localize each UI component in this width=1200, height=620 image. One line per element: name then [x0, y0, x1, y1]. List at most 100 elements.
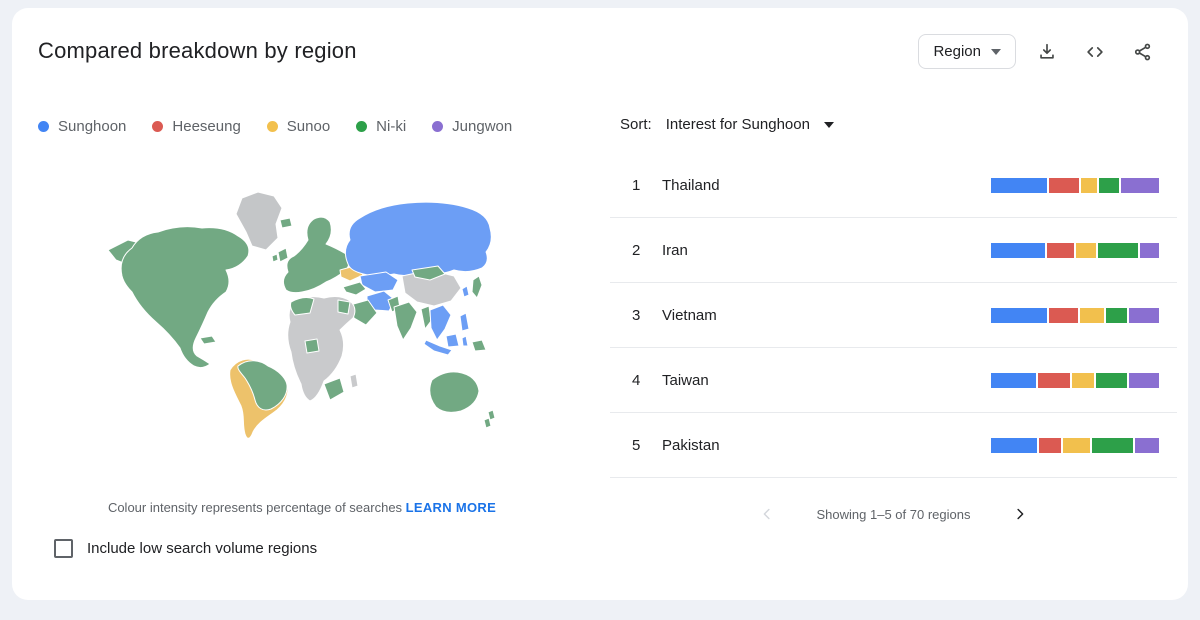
legend-dot	[266, 121, 278, 132]
bar-segment-heeseung	[1038, 437, 1062, 453]
map-region-northwest-africa	[290, 297, 315, 316]
bar-segment-sunoo	[1071, 372, 1095, 388]
legend-item-niki: Ni-ki	[356, 118, 406, 135]
learn-more-link[interactable]: LEARN MORE	[405, 500, 497, 515]
map-region-indonesia-sumatra-java	[423, 339, 453, 356]
region-list: 1 Thailand 2 Iran 3 Vietnam	[610, 153, 1177, 478]
breakdown-bar	[991, 372, 1160, 388]
map-region-ireland	[271, 253, 279, 263]
legend-label: Sunoo	[286, 118, 331, 135]
region-dropdown-label: Region	[933, 43, 981, 60]
region-name: Iran	[662, 241, 688, 259]
legend-label: Heeseung	[172, 118, 241, 135]
header-controls: Region	[918, 34, 1160, 69]
sort-dropdown[interactable]: Interest for Sunghoon	[666, 116, 834, 133]
map-region-sulawesi	[461, 335, 469, 347]
map-region-greenland	[235, 191, 283, 251]
legend-label: Sunghoon	[58, 118, 127, 135]
table-row[interactable]: 5 Pakistan	[610, 413, 1177, 478]
map-region-south-africa	[323, 377, 345, 401]
include-low-volume-row[interactable]: Include low search volume regions	[54, 539, 317, 558]
include-low-volume-checkbox[interactable]	[54, 539, 73, 558]
map-region-russia	[344, 201, 492, 277]
region-rank: 4	[632, 371, 641, 389]
bar-segment-sunoo	[1063, 437, 1091, 453]
map-region-new-zealand-south	[483, 417, 492, 429]
table-row[interactable]: 1 Thailand	[610, 153, 1177, 218]
map-region-turkey	[342, 281, 367, 296]
bar-segment-jungwon	[1128, 372, 1160, 388]
bar-segment-niki	[1105, 307, 1127, 323]
map-region-japan	[471, 275, 483, 299]
map-region-north-america	[120, 226, 250, 369]
bar-segment-heeseung	[1046, 242, 1074, 258]
map-footnote-text: Colour intensity represents percentage o…	[107, 500, 406, 515]
pagination: Showing 1–5 of 70 regions	[610, 502, 1177, 526]
table-row[interactable]: 4 Taiwan	[610, 348, 1177, 413]
bar-segment-jungwon	[1135, 437, 1159, 453]
legend-item-sunghoon: Sunghoon	[38, 118, 126, 135]
region-name: Thailand	[662, 176, 720, 194]
map-region-myanmar	[420, 305, 432, 330]
bar-segment-niki	[1096, 372, 1127, 388]
bar-segment-heeseung	[1037, 372, 1070, 388]
breakdown-bar	[991, 242, 1160, 258]
bar-segment-jungwon	[1128, 307, 1159, 323]
map-region-madagascar	[349, 373, 359, 389]
legend-item-heeseung: Heeseung	[152, 118, 241, 135]
map-region-southeast-asia	[429, 304, 452, 341]
previous-page-icon[interactable]	[755, 502, 779, 526]
bar-segment-sunghoon	[991, 437, 1037, 453]
bar-segment-sunoo	[1075, 242, 1097, 258]
breakdown-bar	[991, 437, 1159, 453]
breakdown-bar	[991, 307, 1159, 323]
table-row[interactable]: 3 Vietnam	[610, 283, 1177, 348]
map-region-uk	[277, 247, 289, 263]
bar-segment-jungwon	[1140, 242, 1160, 258]
page-title: Compared breakdown by region	[38, 38, 357, 63]
legend-label: Jungwon	[452, 118, 513, 135]
map-region-australia	[429, 371, 480, 413]
embed-code-icon[interactable]	[1078, 35, 1112, 69]
map-region-caribbean	[199, 335, 217, 345]
map-region-new-zealand	[487, 409, 496, 421]
bar-segment-niki	[1098, 242, 1138, 258]
bar-segment-sunghoon	[991, 307, 1047, 323]
bar-segment-niki	[1092, 437, 1134, 453]
bar-segment-sunghoon	[991, 242, 1045, 258]
sort-dropdown-value: Interest for Sunghoon	[665, 116, 810, 133]
bar-segment-sunghoon	[991, 372, 1036, 388]
region-rank: 2	[632, 241, 641, 259]
bar-segment-heeseung	[1049, 177, 1080, 193]
region-name: Pakistan	[662, 436, 720, 454]
legend-dot	[356, 121, 368, 132]
share-icon[interactable]	[1126, 35, 1160, 69]
region-name: Vietnam	[662, 306, 717, 324]
map-region-nigeria	[304, 338, 320, 354]
bar-segment-sunoo	[1079, 307, 1104, 323]
map-region-iceland	[279, 217, 293, 229]
bar-segment-sunghoon	[991, 177, 1047, 193]
map-region-india	[393, 301, 418, 341]
map-region-korea	[461, 285, 470, 298]
next-page-icon[interactable]	[1008, 502, 1032, 526]
legend: Sunghoon Heeseung Sunoo Ni-ki Jungwon	[38, 118, 512, 135]
legend-item-jungwon: Jungwon	[432, 118, 512, 135]
map-region-africa	[287, 296, 356, 402]
region-rank: 1	[632, 176, 641, 194]
region-dropdown[interactable]: Region	[918, 34, 1016, 69]
sort-row: Sort: Interest for Sunghoon	[620, 116, 834, 133]
region-rank: 5	[632, 436, 641, 454]
world-map[interactable]	[100, 188, 505, 446]
pagination-status: Showing 1–5 of 70 regions	[816, 506, 971, 522]
legend-item-sunoo: Sunoo	[266, 118, 331, 135]
map-footnote: Colour intensity represents percentage o…	[12, 500, 592, 515]
download-icon[interactable]	[1030, 35, 1064, 69]
legend-label: Ni-ki	[376, 118, 407, 135]
table-row[interactable]: 2 Iran	[610, 218, 1177, 283]
map-region-papua	[471, 339, 487, 352]
map-region-brazil	[237, 360, 288, 411]
breakdown-bar	[991, 177, 1160, 193]
sort-label: Sort:	[620, 116, 652, 133]
chevron-down-icon	[823, 121, 834, 128]
